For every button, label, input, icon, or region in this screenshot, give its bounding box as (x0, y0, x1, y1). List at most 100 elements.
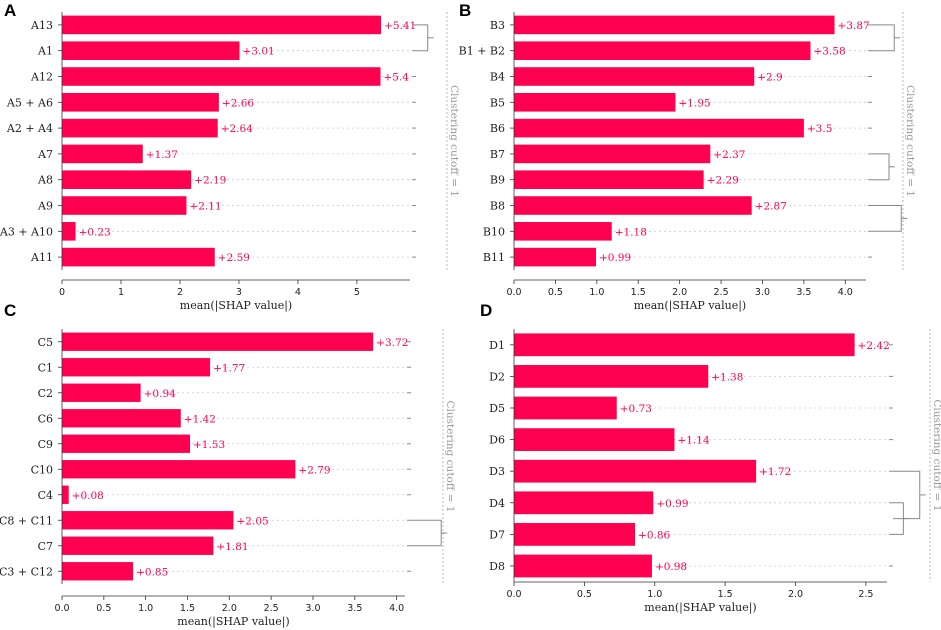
value-label: +5.41 (384, 20, 416, 32)
value-label: +0.86 (638, 529, 670, 541)
panel-letter: B (459, 1, 471, 20)
x-tick-label: 3.0 (305, 603, 320, 614)
x-tick-label: 0.0 (506, 589, 521, 600)
x-tick-label: 3.5 (796, 287, 811, 298)
cutoff-label: Clustering cutoff = 1 (931, 399, 941, 511)
x-tick-label: 1 (118, 287, 124, 298)
dendrogram-merge (872, 24, 895, 52)
value-label: +0.94 (144, 388, 176, 400)
value-label: +2.66 (222, 97, 254, 109)
panel-a: A A13 +5.41 A1 +3.01 A12 +5.4 A5 + A6 +2.66 A2 + … (0, 1, 460, 313)
category-label: A11 (30, 251, 53, 264)
x-axis-title: mean(|SHAP value|) (634, 299, 746, 313)
value-label: +0.08 (72, 490, 104, 502)
x-tick-label: 2.5 (858, 589, 873, 600)
category-label: A12 (30, 71, 53, 84)
bar (62, 562, 134, 581)
panel-letter: D (480, 301, 492, 320)
cutoff-label: Clustering cutoff = 1 (444, 401, 456, 513)
value-label: +1.14 (677, 435, 709, 447)
bar (62, 511, 234, 530)
x-tick-label: 0.0 (506, 287, 521, 298)
bar (62, 170, 192, 189)
x-tick-label: 2.5 (714, 287, 729, 298)
category-label: A8 (37, 174, 53, 187)
category-label: D6 (489, 434, 505, 447)
value-label: +1.37 (146, 149, 178, 161)
bar (62, 247, 215, 267)
x-axis-title: mean(|SHAP value|) (180, 299, 292, 313)
panel-letter: A (4, 1, 16, 20)
panel-b: B B3 +3.87 B1 + B2 +3.58 B4 +2.9 B5 +1.95 B6 +3.5 B… (459, 1, 916, 313)
bar (62, 41, 240, 60)
category-label: A9 (37, 200, 53, 213)
category-label: C6 (38, 412, 53, 425)
value-label: +0.73 (620, 403, 652, 415)
dendrogram-merge (872, 205, 902, 232)
x-tick-label: 1.0 (138, 603, 153, 614)
category-label: B4 (490, 71, 505, 84)
value-label: +2.59 (218, 252, 250, 264)
category-label: C5 (38, 336, 53, 349)
category-label: D1 (489, 339, 505, 352)
bar (514, 41, 811, 60)
value-label: +3.5 (807, 123, 833, 135)
value-label: +5.4 (384, 72, 410, 84)
panel-letter: C (4, 301, 16, 320)
bar (62, 536, 214, 555)
bar (514, 67, 755, 86)
cutoff-label: Clustering cutoff = 1 (904, 85, 916, 197)
value-label: +3.87 (838, 20, 870, 32)
bar (62, 15, 382, 35)
bar (62, 196, 187, 215)
bar (62, 93, 219, 112)
bar (62, 118, 218, 138)
bar (514, 491, 654, 515)
x-tick-label: 5 (354, 287, 360, 298)
category-label: A1 (37, 45, 53, 58)
x-tick-label: 2.0 (788, 589, 803, 600)
category-label: B1 + B2 (459, 45, 505, 58)
x-tick-label: 1.0 (589, 287, 604, 298)
bar (514, 222, 612, 241)
value-label: +2.64 (221, 123, 253, 135)
value-label: +0.99 (599, 252, 631, 264)
category-label: A13 (30, 19, 53, 32)
bar (514, 459, 757, 483)
x-tick-label: 2.5 (264, 603, 279, 614)
category-label: D5 (489, 402, 505, 415)
category-label: B6 (490, 122, 505, 135)
x-axis-title: mean(|SHAP value|) (644, 601, 756, 615)
x-tick-label: 0.0 (54, 603, 69, 614)
bar (62, 332, 374, 351)
x-tick-label: 1.5 (718, 589, 733, 600)
bar (62, 434, 190, 453)
value-label: +0.99 (656, 498, 688, 510)
x-tick-label: 2 (177, 287, 183, 298)
x-tick-label: 1.0 (647, 589, 662, 600)
bar (514, 365, 709, 388)
x-tick-label: 4.0 (389, 603, 404, 614)
bar (514, 196, 752, 215)
value-label: +0.85 (136, 566, 168, 578)
category-label: C8 + C11 (0, 514, 53, 527)
x-tick-label: 3 (236, 287, 242, 298)
category-label: C2 (38, 387, 53, 400)
category-label: A3 + A10 (0, 225, 53, 238)
value-label: +2.11 (189, 201, 221, 213)
bar (514, 554, 652, 578)
x-tick-label: 1.5 (180, 603, 195, 614)
value-label: +3.72 (376, 337, 408, 349)
dendrogram-merge (872, 153, 890, 181)
category-label: B5 (490, 96, 505, 109)
x-tick-label: 0.5 (548, 287, 563, 298)
bar (62, 222, 76, 241)
bar (62, 383, 141, 402)
bar (514, 170, 704, 189)
cutoff-label: Clustering cutoff = 1 (448, 85, 460, 197)
bar (514, 428, 675, 451)
category-label: C7 (38, 540, 53, 553)
panel-c: C C5 +3.72 C1 +1.77 C2 +0.94 C6 +1.42 C9 +1.53 C10 +… (0, 301, 456, 629)
dendrogram-merge (416, 24, 429, 52)
value-label: +3.01 (243, 46, 275, 58)
